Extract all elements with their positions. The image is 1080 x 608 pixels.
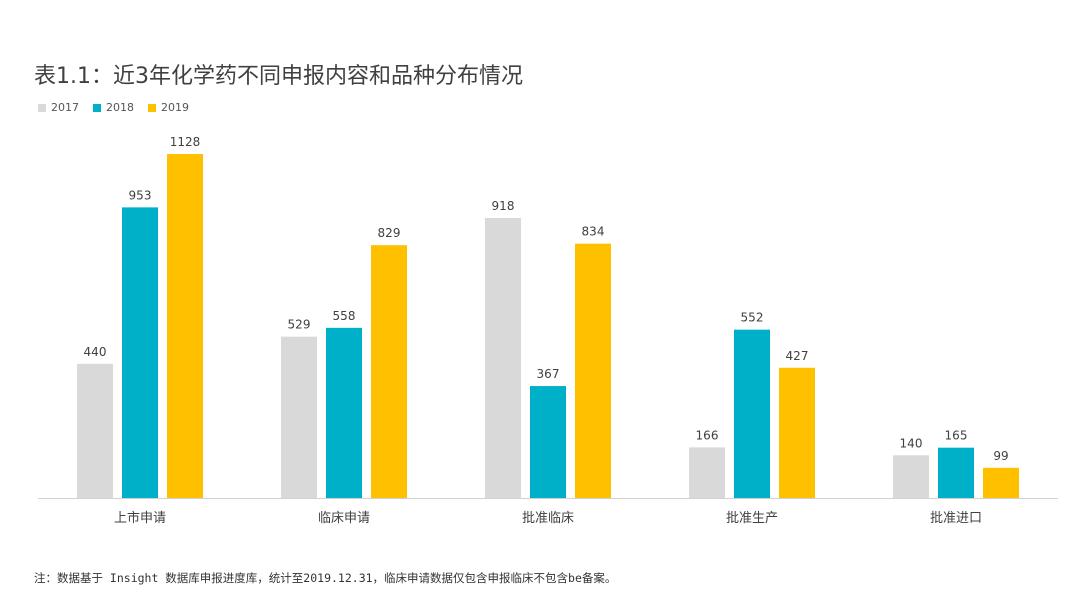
bar-2018-3: [734, 329, 770, 498]
bar-2019-4: [983, 467, 1019, 498]
bar-2017-2: [485, 218, 521, 499]
category-label-1: 临床申请: [318, 511, 370, 526]
data-label-2017-0: 440: [84, 345, 107, 359]
legend-label-2017: 2017: [51, 101, 79, 114]
category-label-3: 批准生产: [726, 511, 778, 526]
data-label-2018-3: 552: [741, 311, 764, 325]
bar-2017-1: [281, 336, 317, 498]
data-label-2017-1: 529: [288, 318, 311, 332]
legend-label-2019: 2019: [161, 101, 189, 114]
data-label-2017-3: 166: [696, 428, 719, 442]
category-label-4: 批准进口: [930, 511, 982, 526]
legend-item-2019: 2019: [148, 101, 189, 114]
data-label-2018-0: 953: [129, 188, 152, 202]
bar-2017-0: [77, 363, 113, 498]
data-label-2018-1: 558: [333, 309, 356, 323]
category-label-2: 批准临床: [522, 511, 574, 526]
legend-item-2017: 2017: [38, 101, 79, 114]
bar-group-2: 918 367 834: [485, 199, 611, 499]
legend: 2017 2018 2019: [38, 101, 189, 114]
data-label-2017-4: 140: [900, 436, 923, 450]
legend-swatch-2017: [38, 103, 46, 112]
chart-title: 表1.1：近3年化学药不同申报内容和品种分布情况: [34, 64, 523, 89]
bar-2018-0: [122, 207, 158, 499]
data-label-2017-2: 918: [492, 199, 515, 213]
data-label-2018-4: 165: [945, 429, 968, 443]
data-label-2019-0: 1128: [170, 135, 201, 149]
bar-2019-2: [575, 243, 611, 498]
bar-2018-2: [530, 386, 566, 498]
bar-2018-1: [326, 327, 362, 498]
bar-group-1: 529 558 829: [281, 226, 407, 498]
bar-2019-0: [167, 154, 203, 498]
bar-2017-3: [689, 447, 725, 498]
bar-group-0: 440 953 1128: [77, 135, 203, 499]
footnote: 注：数据基于 Insight 数据库申报进度库，统计至2019.12.31，临床…: [34, 571, 617, 585]
legend-item-2018: 2018: [93, 101, 134, 114]
legend-swatch-2019: [148, 103, 156, 112]
bar-2019-1: [371, 245, 407, 498]
bar-2017-4: [893, 455, 929, 498]
data-label-2019-1: 829: [378, 226, 401, 240]
legend-swatch-2018: [93, 103, 101, 112]
bar-2018-4: [938, 447, 974, 498]
legend-label-2018: 2018: [106, 101, 134, 114]
data-label-2019-3: 427: [786, 349, 809, 363]
data-label-2019-4: 99: [993, 449, 1008, 463]
bar-group-3: 166 552 427: [689, 311, 815, 498]
bar-2019-3: [779, 367, 815, 498]
category-label-0: 上市申请: [114, 510, 166, 526]
data-label-2018-2: 367: [537, 367, 560, 381]
bar-group-4: 140 165 99: [893, 429, 1019, 498]
data-label-2019-2: 834: [582, 225, 605, 239]
